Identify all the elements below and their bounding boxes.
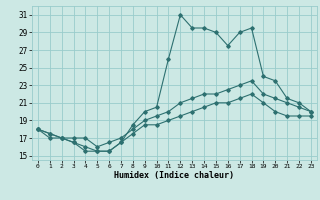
- X-axis label: Humidex (Indice chaleur): Humidex (Indice chaleur): [115, 171, 234, 180]
